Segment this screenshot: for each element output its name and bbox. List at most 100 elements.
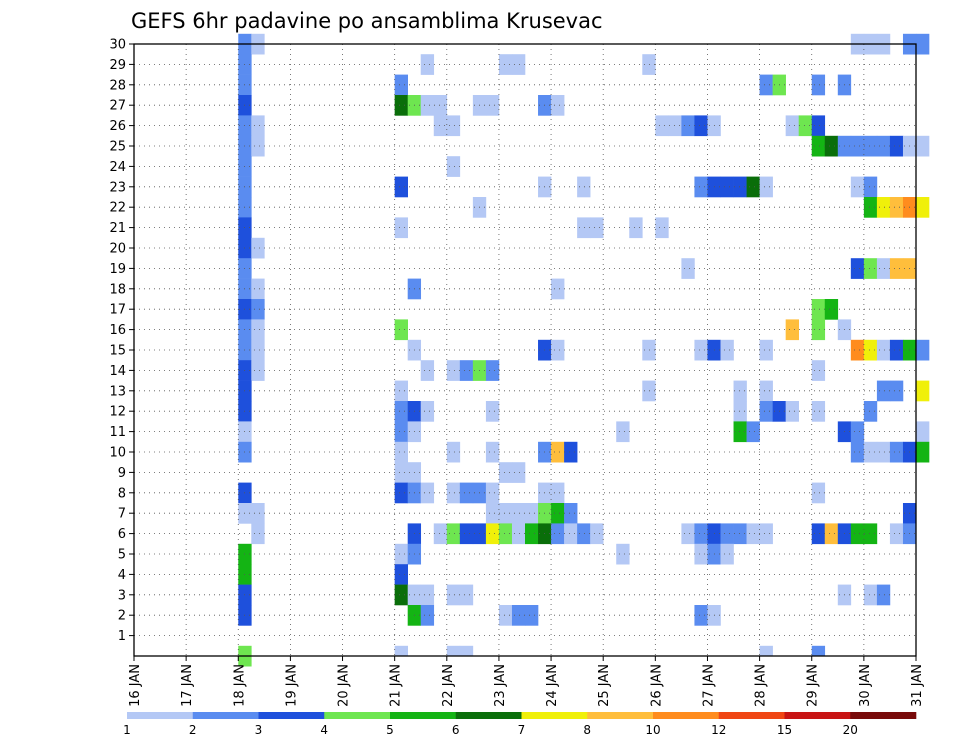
heatmap-cell [394, 543, 408, 565]
heatmap-cell [889, 258, 904, 279]
heatmap-cell [811, 401, 826, 422]
heatmap-cell [850, 421, 865, 443]
heatmap-cell [577, 176, 591, 198]
y-tick-label: 3 [118, 588, 126, 603]
heatmap-cell [694, 543, 708, 565]
y-tick-label: 13 [109, 384, 126, 399]
heatmap-cell [681, 258, 695, 279]
heatmap-cell [394, 95, 408, 116]
heatmap-cell [916, 135, 930, 157]
legend-label: 7 [518, 723, 526, 737]
heatmap-cell [420, 360, 435, 381]
heatmap-cell [251, 135, 265, 157]
y-tick-label: 16 [109, 323, 126, 338]
heatmap-cell [694, 339, 708, 361]
heatmap-cell [759, 401, 773, 422]
heatmap-cell [876, 339, 891, 361]
heatmap-cell [916, 380, 930, 402]
heatmap-cell [824, 299, 839, 320]
y-tick-label: 5 [118, 548, 126, 563]
y-tick-label: 24 [109, 160, 126, 175]
y-tick-label: 21 [109, 221, 126, 236]
y-tick-label: 19 [109, 262, 126, 277]
x-tick-label: 20 JAN [337, 664, 352, 707]
heatmap-cell [446, 645, 461, 656]
heatmap-cell [420, 54, 435, 75]
heatmap-cell [446, 523, 461, 545]
heatmap-cell [251, 360, 265, 381]
heatmap-cell [485, 360, 500, 381]
legend-label: 4 [320, 723, 328, 737]
y-axis-ticks: 1234567891011121314151617181920212223242… [109, 38, 134, 644]
heatmap-cell [564, 503, 578, 524]
heatmap-cell [863, 441, 878, 463]
heatmap-cell [498, 523, 513, 545]
heatmap-cell [811, 523, 826, 545]
color-legend: 1 2 3 4 5 6 7 8 10 12 15 20 [123, 712, 917, 737]
heatmap-cell [681, 115, 695, 137]
heatmap-cells [238, 33, 930, 667]
heatmap-cell [720, 543, 734, 565]
x-tick-label: 25 JAN [597, 664, 612, 707]
legend-swatch [192, 712, 259, 719]
heatmap-cell [889, 380, 904, 402]
heatmap-cell [720, 176, 734, 198]
heatmap-cell [551, 441, 565, 463]
y-tick-label: 26 [109, 119, 126, 134]
heatmap-cell [251, 319, 265, 341]
x-tick-label: 24 JAN [545, 664, 560, 707]
heatmap-cell [394, 217, 408, 239]
legend-label: 3 [255, 723, 263, 737]
y-tick-label: 7 [118, 507, 126, 522]
y-tick-label: 2 [118, 609, 126, 624]
x-tick-label: 16 JAN [128, 664, 143, 707]
y-tick-label: 11 [109, 425, 126, 440]
legend-swatch [455, 712, 522, 719]
y-tick-label: 30 [109, 38, 126, 53]
heatmap-cell [759, 380, 773, 402]
heatmap-cell [564, 523, 578, 545]
y-tick-label: 15 [109, 344, 126, 359]
heatmap-cell [811, 360, 826, 381]
heatmap-cell [916, 197, 930, 218]
heatmap-cell [876, 258, 891, 279]
y-tick-label: 1 [118, 629, 126, 644]
heatmap-cell [251, 523, 265, 545]
heatmap-cell [746, 523, 760, 545]
y-tick-label: 9 [118, 466, 126, 481]
heatmap-cell [863, 176, 878, 198]
heatmap-cell [394, 176, 408, 198]
heatmap-cell [889, 135, 904, 157]
legend-label: 15 [777, 723, 792, 737]
heatmap-cell [733, 523, 747, 545]
heatmap-cell [551, 503, 565, 524]
chart-title: GEFS 6hr padavine po ansamblima Krusevac [131, 9, 603, 33]
heatmap-cell [590, 217, 604, 239]
heatmap-cell [863, 401, 878, 422]
heatmap-cell [616, 543, 630, 565]
heatmap-cell [733, 421, 747, 443]
legend-swatch [653, 712, 720, 719]
legend-label: 6 [452, 723, 460, 737]
heatmap-cell [916, 421, 930, 443]
heatmap-cell [551, 523, 565, 545]
legend-swatch [850, 712, 917, 719]
x-tick-label: 28 JAN [754, 664, 769, 707]
legend-label: 12 [711, 723, 726, 737]
heatmap-cell [551, 95, 565, 116]
heatmap-cell [733, 380, 747, 402]
heatmap-cell [785, 115, 799, 137]
heatmap-cell [511, 462, 526, 483]
legend-swatch [784, 712, 851, 719]
heatmap-cell [485, 523, 500, 545]
y-tick-label: 27 [109, 99, 126, 114]
heatmap-cell [655, 115, 669, 137]
heatmap-cell [446, 441, 461, 463]
heatmap-cell [446, 115, 461, 137]
heatmap-cell [525, 523, 539, 545]
heatmap-cell [251, 115, 265, 137]
heatmap-cell [394, 319, 408, 341]
heatmap-cell [759, 74, 773, 96]
x-tick-label: 31 JAN [910, 664, 925, 707]
